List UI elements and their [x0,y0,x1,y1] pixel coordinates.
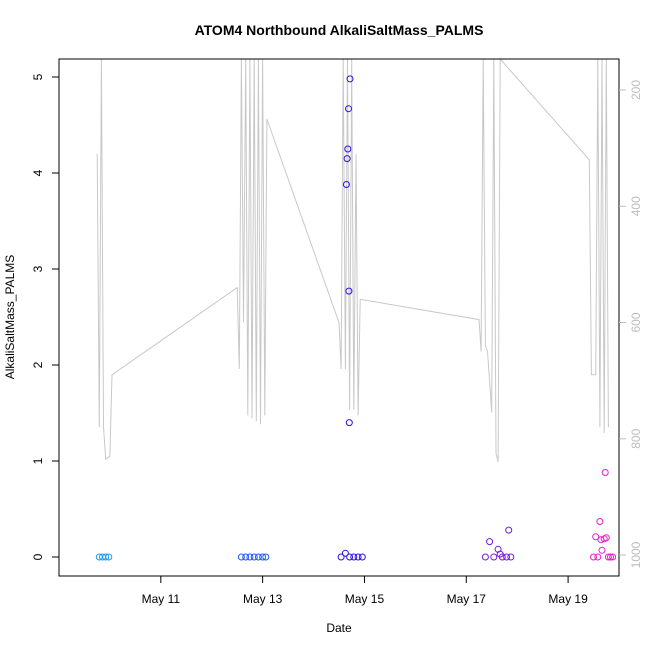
data-point [590,553,597,561]
data-point [345,105,352,113]
data-point [596,518,604,525]
data-point [346,75,354,83]
x-tick-label: May 11 [142,592,181,606]
series-4 [481,526,515,561]
y2-tick-label: 1000 [629,541,643,568]
y2-tick-label: 600 [629,312,643,332]
data-point [254,553,262,561]
data-point [602,534,610,542]
y-tick-label: 4 [31,169,45,176]
data-point [601,469,609,476]
data-point [342,181,350,188]
y-tick-label: 0 [31,553,45,560]
data-point [345,287,353,295]
data-point [507,553,515,561]
plot-layer [95,57,617,561]
data-point [350,553,358,561]
data-point [105,553,113,561]
data-point [594,553,602,561]
chart-title: ATOM4 Northbound AlkaliSaltMass_PALMS [195,22,484,38]
data-point [609,553,617,561]
data-point [346,553,354,561]
data-point [358,553,366,561]
data-point [354,553,362,561]
data-point [262,553,270,561]
x-tick-label: May 15 [345,592,385,606]
data-point [250,553,258,561]
data-point [604,553,612,561]
y-tick-label: 2 [31,361,45,368]
y-tick-label: 1 [31,457,45,464]
x-axis: May 11 May 13 May 15 May 17 May 19 [142,576,588,606]
plot-frame [58,58,620,577]
data-point [481,553,489,561]
x-tick-label: May 19 [548,592,588,606]
data-point [505,526,513,534]
y2-tick-label: 400 [629,196,643,216]
y2-tick-label: 200 [629,80,643,100]
y-tick-label: 5 [31,73,45,80]
altitude-line [96,57,609,463]
data-point [503,553,511,561]
x-axis-label: Date [326,621,352,635]
data-point [242,553,250,561]
data-point [341,549,349,557]
data-point [486,538,494,546]
data-point [337,553,345,561]
y2-tick-label: 800 [629,428,643,448]
y-axis-label: AlkaliSaltMass_PALMS [3,255,17,380]
data-point [246,553,254,561]
data-point [592,533,600,541]
data-point [598,546,606,554]
series-2 [237,553,270,561]
data-point [490,553,498,561]
y-tick-label: 3 [31,265,45,272]
series-5 [590,469,617,561]
data-point [498,553,506,561]
series-1 [95,553,113,561]
x-tick-label: May 17 [447,592,487,606]
data-point [259,553,267,561]
x-tick-label: May 13 [243,592,283,606]
data-point [343,155,351,163]
data-point [345,419,353,427]
data-point [607,553,614,561]
y-axis: 0 1 2 3 4 5 [31,73,59,560]
data-point [237,553,245,561]
data-point [344,145,352,153]
data-point [102,553,110,561]
y2-axis: 200 400 600 800 1000 [619,80,643,568]
series-3 [337,75,366,561]
